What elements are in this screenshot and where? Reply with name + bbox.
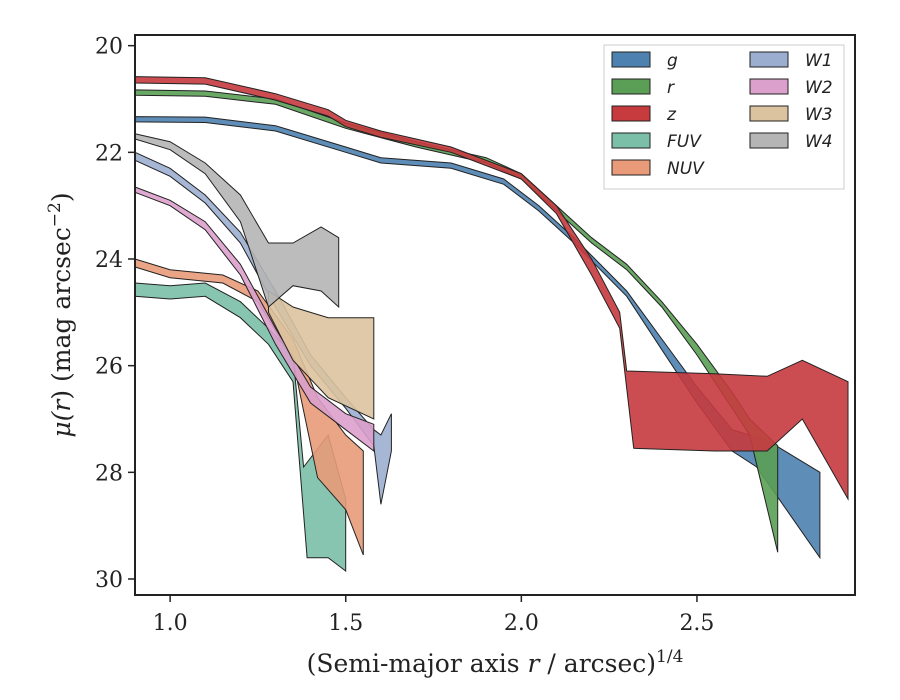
series-layer bbox=[134, 76, 849, 573]
legend-label-fuv: FUV bbox=[667, 132, 702, 152]
legend-swatch-w4 bbox=[749, 132, 789, 149]
y-tick-label: 22 bbox=[95, 141, 123, 166]
legend-label-w4: W4 bbox=[805, 132, 833, 152]
legend-swatch-g bbox=[611, 51, 651, 68]
x-axis-title: (Semi-major axis r / arcsec)1/4 bbox=[307, 647, 684, 678]
y-axis-ticks: 20 22 24 26 28 30 bbox=[95, 35, 135, 593]
legend-label-g: g bbox=[667, 51, 678, 71]
y-axis-title: μ(r) (mag arcsec−2) bbox=[45, 192, 76, 437]
legend-label-w2: W2 bbox=[805, 78, 833, 98]
legend-label-z: z bbox=[666, 105, 677, 125]
y-tick-label: 20 bbox=[95, 35, 123, 60]
series-band-z bbox=[134, 76, 849, 501]
series-band-g bbox=[134, 116, 821, 560]
legend-swatch-w1 bbox=[749, 51, 789, 68]
y-tick-label: 26 bbox=[95, 355, 123, 380]
legend-swatch-w2 bbox=[749, 78, 789, 95]
x-axis-ticks: 1.0 1.5 2.0 2.5 bbox=[153, 595, 714, 636]
y-tick-label: 30 bbox=[95, 568, 123, 593]
legend-label-w1: W1 bbox=[805, 51, 833, 71]
series-band-fuv bbox=[134, 282, 347, 573]
y-tick-label: 24 bbox=[95, 248, 123, 273]
legend-swatch-nuv bbox=[611, 159, 651, 176]
legend-label-r: r bbox=[667, 78, 675, 98]
legend-label-nuv: NUV bbox=[667, 159, 705, 179]
plot-frame bbox=[134, 34, 856, 596]
legend: grz FUV NUV W1 W2 W3 W4 bbox=[603, 44, 845, 190]
series-band-w3 bbox=[268, 290, 375, 420]
series-band-w4 bbox=[134, 133, 340, 309]
x-tick-label: 1.5 bbox=[328, 611, 363, 636]
legend-swatch-z bbox=[611, 105, 651, 122]
y-tick-label: 28 bbox=[95, 461, 123, 486]
legend-swatch-fuv bbox=[611, 132, 651, 149]
series-band-r bbox=[134, 89, 779, 553]
x-tick-label: 1.0 bbox=[153, 611, 188, 636]
x-tick-label: 2.5 bbox=[679, 611, 714, 636]
x-tick-label: 2.0 bbox=[504, 611, 539, 636]
legend-items: grz FUV NUV W1 W2 W3 W4 bbox=[611, 51, 833, 179]
series-band-w2 bbox=[134, 186, 375, 453]
legend-swatch-w3 bbox=[749, 105, 789, 122]
legend-swatch-r bbox=[611, 78, 651, 95]
legend-label-w3: W3 bbox=[805, 105, 833, 125]
